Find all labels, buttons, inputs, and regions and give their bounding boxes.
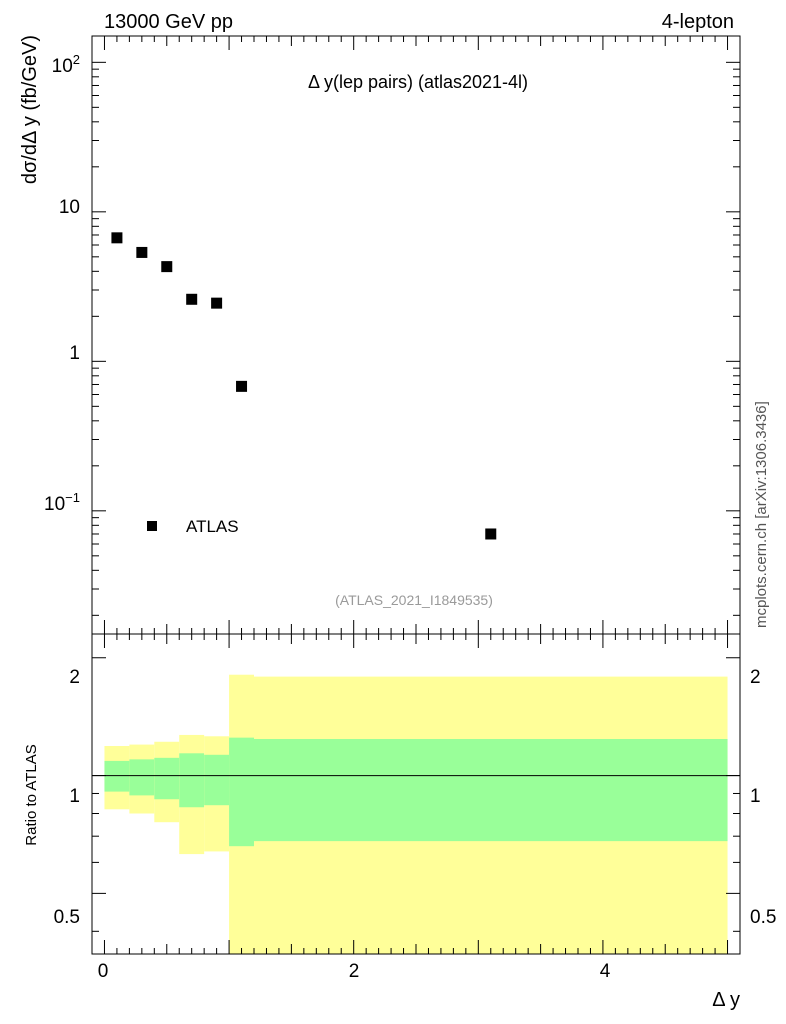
x-axis-label: Δ y (712, 989, 740, 1011)
y-tick-label-100: 102 (52, 52, 80, 77)
legend-marker-atlas (147, 521, 157, 531)
ratio-axis-ticks (92, 634, 740, 954)
ratio-y-axis-label: Ratio to ATLAS (23, 744, 40, 845)
main-axis-ticks (92, 36, 740, 634)
ratio-band-inner (104, 760, 130, 792)
ratio-band-inner (154, 757, 180, 800)
data-point (485, 528, 497, 540)
data-point (236, 380, 248, 392)
ratio-band-inner (254, 739, 728, 842)
ratio-y-tick-label-1-right: 1 (750, 786, 761, 807)
ratio-y-tick-label-2-left: 2 (69, 667, 80, 688)
data-points (111, 232, 497, 540)
data-point (186, 293, 198, 305)
ratio-y-tick-label-2-right: 2 (750, 667, 761, 688)
ratio-plot: Ratio to ATLAS Δ y 2 1 0.5 2 1 0.5 0 2 4 (23, 633, 776, 1011)
analysis-id-label: (ATLAS_2021_I1849535) (335, 592, 493, 608)
ratio-band-inner (179, 753, 205, 808)
main-plot: dσ/dΔ y (fb/GeV) Δ y(lep pairs) (atlas20… (19, 35, 741, 635)
data-point (136, 246, 148, 258)
ratio-y-tick-label-1-left: 1 (69, 786, 80, 807)
main-plot-frame (91, 35, 741, 635)
legend-label-atlas: ATLAS (186, 517, 239, 536)
x-tick-label-0: 0 (98, 961, 109, 982)
y-tick-label-10: 10 (59, 197, 80, 218)
data-point (211, 297, 223, 309)
ratio-y-tick-label-0.5-left: 0.5 (54, 907, 80, 928)
main-y-axis-label: dσ/dΔ y (fb/GeV) (19, 35, 41, 184)
x-tick-label-2: 2 (349, 961, 360, 982)
side-source-label: mcplots.cern.ch [arXiv:1306.3436] (753, 401, 770, 628)
header-energy-label: 13000 GeV pp (104, 11, 233, 33)
y-tick-label-0.1: 10−1 (44, 490, 80, 515)
header-process-label: 4-lepton (662, 11, 734, 33)
main-chart-title: Δ y(lep pairs) (atlas2021-4l) (308, 72, 528, 92)
data-point (111, 232, 123, 244)
ratio-band-inner (229, 737, 254, 847)
ratio-band-inner (129, 759, 155, 796)
ratio-bands (104, 674, 728, 954)
ratio-band-inner (204, 754, 230, 806)
data-point (161, 261, 173, 273)
y-tick-label-1: 1 (69, 343, 80, 364)
ratio-y-tick-label-0.5-right: 0.5 (750, 907, 776, 928)
x-tick-label-4: 4 (600, 961, 611, 982)
